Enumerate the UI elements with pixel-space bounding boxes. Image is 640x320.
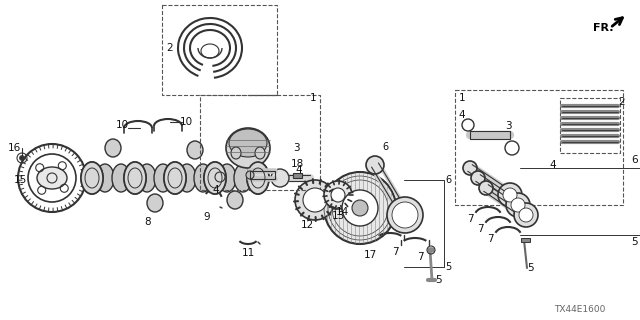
Text: 5: 5 bbox=[632, 237, 638, 247]
Ellipse shape bbox=[164, 162, 186, 194]
Ellipse shape bbox=[194, 164, 212, 192]
Bar bbox=[293, 173, 302, 178]
Text: 8: 8 bbox=[145, 217, 151, 227]
Text: 7: 7 bbox=[486, 234, 493, 244]
Text: 10: 10 bbox=[179, 117, 193, 127]
Ellipse shape bbox=[37, 167, 67, 189]
Text: 9: 9 bbox=[204, 212, 211, 222]
Ellipse shape bbox=[81, 162, 103, 194]
Ellipse shape bbox=[218, 164, 236, 192]
Text: 11: 11 bbox=[241, 248, 255, 258]
Circle shape bbox=[387, 197, 423, 233]
Ellipse shape bbox=[112, 164, 130, 192]
Bar bbox=[162, 5, 277, 95]
Ellipse shape bbox=[247, 162, 269, 194]
Circle shape bbox=[519, 208, 533, 222]
Ellipse shape bbox=[229, 129, 267, 157]
Circle shape bbox=[331, 188, 345, 202]
Text: 5: 5 bbox=[435, 275, 442, 285]
Ellipse shape bbox=[255, 147, 265, 159]
Circle shape bbox=[503, 188, 517, 202]
Text: 7: 7 bbox=[467, 214, 474, 224]
Ellipse shape bbox=[96, 164, 114, 192]
Text: 4: 4 bbox=[459, 110, 465, 120]
Text: 4: 4 bbox=[296, 165, 302, 175]
Ellipse shape bbox=[105, 139, 121, 157]
Ellipse shape bbox=[147, 194, 163, 212]
Circle shape bbox=[342, 190, 378, 226]
Bar bbox=[521, 238, 530, 242]
Text: 6: 6 bbox=[445, 175, 451, 185]
Text: 12: 12 bbox=[300, 220, 314, 230]
Circle shape bbox=[498, 183, 522, 207]
Ellipse shape bbox=[154, 164, 172, 192]
Circle shape bbox=[366, 156, 384, 174]
Text: FR.: FR. bbox=[593, 23, 613, 33]
Text: 1: 1 bbox=[310, 93, 316, 103]
Circle shape bbox=[295, 180, 335, 220]
Circle shape bbox=[471, 171, 485, 185]
Ellipse shape bbox=[231, 147, 241, 159]
Ellipse shape bbox=[124, 162, 146, 194]
Text: 6: 6 bbox=[632, 155, 638, 165]
Ellipse shape bbox=[226, 128, 270, 168]
Ellipse shape bbox=[164, 162, 186, 194]
Text: TX44E1600: TX44E1600 bbox=[554, 306, 605, 315]
Circle shape bbox=[479, 181, 493, 195]
Circle shape bbox=[463, 161, 477, 175]
Text: 4: 4 bbox=[212, 185, 220, 195]
Ellipse shape bbox=[234, 164, 252, 192]
Bar bbox=[560, 98, 620, 153]
Ellipse shape bbox=[227, 191, 243, 209]
Text: 5: 5 bbox=[527, 263, 533, 273]
Text: 4: 4 bbox=[550, 160, 556, 170]
Text: 6: 6 bbox=[382, 142, 388, 152]
Text: 13: 13 bbox=[332, 211, 344, 221]
Circle shape bbox=[514, 203, 538, 227]
Text: 2: 2 bbox=[166, 43, 173, 53]
Text: 7: 7 bbox=[477, 224, 483, 234]
Text: 5: 5 bbox=[445, 262, 451, 272]
Circle shape bbox=[506, 193, 530, 217]
Ellipse shape bbox=[204, 162, 226, 194]
Circle shape bbox=[324, 181, 352, 209]
Ellipse shape bbox=[187, 141, 203, 159]
Ellipse shape bbox=[138, 164, 156, 192]
Ellipse shape bbox=[247, 162, 269, 194]
Circle shape bbox=[246, 171, 254, 179]
Ellipse shape bbox=[204, 162, 226, 194]
Text: 2: 2 bbox=[619, 97, 625, 107]
Text: 3: 3 bbox=[505, 121, 511, 131]
Circle shape bbox=[19, 156, 24, 161]
Ellipse shape bbox=[124, 162, 146, 194]
Ellipse shape bbox=[81, 162, 103, 194]
Circle shape bbox=[511, 198, 525, 212]
Text: 10: 10 bbox=[115, 120, 129, 130]
Circle shape bbox=[352, 200, 368, 216]
Text: 1: 1 bbox=[459, 93, 465, 103]
Ellipse shape bbox=[271, 169, 289, 187]
Text: 15: 15 bbox=[13, 175, 27, 185]
Bar bbox=[455, 90, 623, 205]
Bar bbox=[200, 95, 320, 190]
Text: 7: 7 bbox=[392, 247, 398, 257]
Circle shape bbox=[303, 188, 327, 212]
Text: 16: 16 bbox=[8, 143, 20, 153]
Circle shape bbox=[324, 172, 396, 244]
Text: 14: 14 bbox=[335, 207, 349, 217]
Ellipse shape bbox=[178, 164, 196, 192]
Text: 17: 17 bbox=[364, 250, 376, 260]
Circle shape bbox=[392, 202, 418, 228]
Text: 7: 7 bbox=[417, 252, 423, 262]
Text: 18: 18 bbox=[291, 159, 303, 169]
Text: 3: 3 bbox=[292, 143, 300, 153]
